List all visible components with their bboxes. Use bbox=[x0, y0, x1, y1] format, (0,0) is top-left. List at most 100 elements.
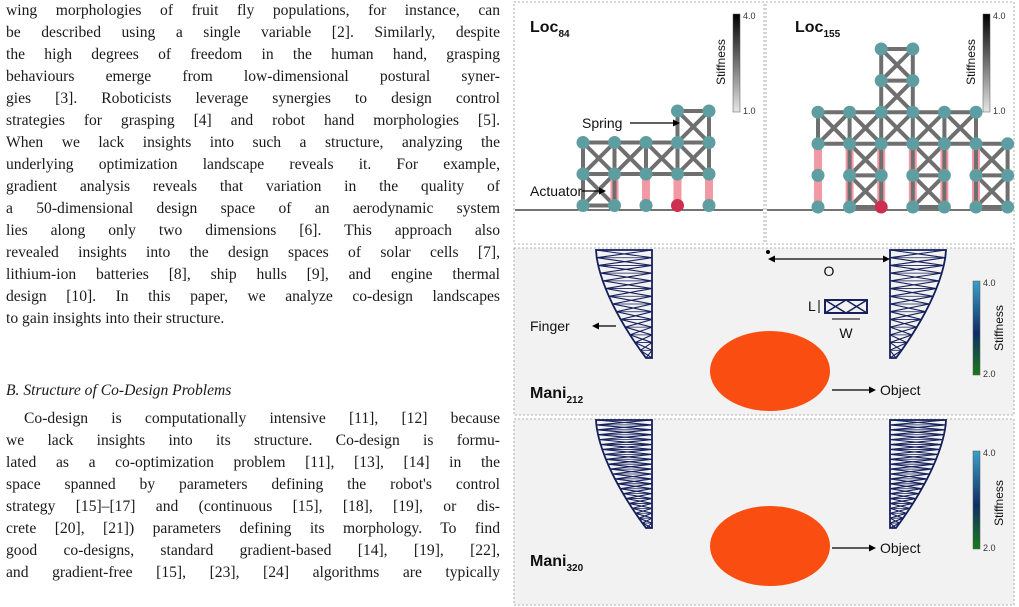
paragraph-line: crete [20], [21]) parameters defining it… bbox=[6, 520, 500, 537]
finger-truss bbox=[889, 326, 917, 336]
finger-truss bbox=[635, 512, 653, 519]
lattice-node bbox=[969, 168, 983, 182]
lattice-node bbox=[937, 200, 951, 214]
lattice-node bbox=[639, 136, 653, 149]
lattice-node bbox=[937, 168, 951, 182]
active-node bbox=[874, 200, 888, 214]
finger-truss bbox=[889, 483, 925, 490]
spring-arrowhead bbox=[673, 119, 680, 127]
lattice-beam bbox=[879, 110, 915, 146]
finger-truss bbox=[889, 488, 922, 495]
finger-truss bbox=[603, 448, 653, 455]
finger-truss bbox=[628, 498, 653, 504]
finger-left bbox=[595, 419, 653, 529]
paragraph-line: and gradient-free [15], [23], [24] algor… bbox=[6, 564, 500, 581]
finger-truss bbox=[638, 512, 653, 519]
paragraph-line: When we lack insights into such a struct… bbox=[6, 134, 500, 151]
finger-truss bbox=[889, 448, 940, 455]
lattice-node bbox=[1001, 168, 1015, 182]
paragraph-line: underlying optimization landscape reveal… bbox=[6, 156, 500, 173]
panel-title-mani320: Mani320 bbox=[530, 553, 584, 574]
panel-loc84: Loc84 4.0 1.0 Stiffness Spring Actuator bbox=[515, 11, 763, 212]
finger-right bbox=[889, 249, 947, 359]
finger-truss bbox=[889, 342, 902, 351]
finger-arrowhead bbox=[592, 322, 599, 330]
lattice-node bbox=[811, 200, 825, 214]
object-label: Object bbox=[880, 382, 921, 398]
finger-truss bbox=[597, 424, 653, 431]
finger-truss bbox=[889, 522, 900, 529]
finger-truss bbox=[612, 468, 653, 475]
finger-truss bbox=[889, 507, 910, 514]
paragraph-line: design [10]. In this paper, we analyze c… bbox=[6, 288, 500, 305]
paragraph-line: a 50-dimensional design space of an aero… bbox=[6, 200, 500, 217]
finger-truss bbox=[617, 478, 653, 485]
lattice-node bbox=[1001, 137, 1015, 151]
colorbar-max-label: 4.0 bbox=[983, 278, 996, 288]
lattice-node bbox=[906, 74, 920, 88]
finger-truss bbox=[889, 326, 913, 336]
lattice-node bbox=[639, 199, 653, 212]
finger-truss bbox=[620, 318, 653, 328]
object-label: Object bbox=[880, 540, 921, 556]
colorbar-min-label: 1.0 bbox=[993, 106, 1006, 116]
lattice-node bbox=[671, 136, 684, 149]
colorbar-max-label: 4.0 bbox=[743, 11, 756, 21]
lattice-node bbox=[874, 105, 888, 119]
finger-truss bbox=[635, 507, 653, 514]
finger-truss bbox=[642, 522, 653, 529]
object-arrowhead bbox=[869, 544, 876, 552]
lattice-node bbox=[811, 168, 825, 182]
finger-truss bbox=[607, 458, 653, 465]
lattice-beam bbox=[879, 79, 915, 114]
width-label: W bbox=[839, 325, 853, 341]
panel-title-loc155: Loc155 bbox=[795, 19, 841, 40]
lattice-beam bbox=[816, 110, 852, 146]
lattice-node bbox=[576, 199, 590, 212]
finger-truss bbox=[889, 295, 934, 305]
lattice-node bbox=[906, 200, 920, 214]
length-label: L bbox=[808, 298, 816, 314]
panel-loc155: Loc155 4.0 1.0 Stiffness bbox=[767, 11, 1015, 214]
finger-truss bbox=[632, 502, 653, 509]
lattice-node bbox=[906, 168, 920, 182]
finger-truss bbox=[889, 434, 944, 441]
figure: Loc84 4.0 1.0 Stiffness Spring Actuator … bbox=[513, 1, 1015, 606]
finger-truss bbox=[889, 502, 914, 509]
actuator-label: Actuator bbox=[530, 183, 582, 199]
finger-right bbox=[889, 419, 947, 529]
lattice-node bbox=[608, 199, 621, 212]
lattice-beam bbox=[581, 172, 616, 207]
finger-truss bbox=[612, 295, 653, 305]
finger-truss bbox=[605, 453, 653, 460]
finger-truss bbox=[889, 349, 897, 359]
finger-truss bbox=[889, 342, 908, 351]
finger-truss bbox=[889, 303, 930, 313]
finger-truss bbox=[640, 349, 653, 359]
object-ellipse bbox=[710, 506, 830, 586]
lattice-beam bbox=[942, 110, 978, 146]
finger-truss bbox=[889, 453, 939, 460]
finger-truss bbox=[634, 334, 653, 344]
finger-truss bbox=[889, 280, 940, 290]
origin-dot bbox=[766, 250, 770, 254]
finger-truss bbox=[889, 439, 943, 446]
finger-truss bbox=[605, 280, 653, 290]
finger-truss bbox=[598, 257, 653, 266]
finger-truss bbox=[610, 463, 653, 470]
lattice-beam bbox=[613, 141, 648, 176]
finger-truss bbox=[596, 249, 653, 259]
finger-truss bbox=[608, 288, 653, 297]
finger-truss bbox=[889, 349, 902, 359]
paragraph-line: behaviours emerge from low-dimensional p… bbox=[6, 68, 500, 85]
finger-truss bbox=[602, 443, 653, 451]
lattice-node bbox=[969, 200, 983, 214]
lattice-node bbox=[906, 137, 920, 151]
object-ellipse bbox=[710, 331, 830, 411]
finger-truss bbox=[625, 318, 653, 328]
lattice-beam bbox=[676, 141, 711, 176]
finger-truss bbox=[889, 522, 897, 529]
colorbar-label: Stiffness bbox=[964, 39, 978, 85]
panel-frame-loc84 bbox=[513, 1, 765, 245]
panel-mani320: Mani320 Object 4.0 2.0 Stiffness bbox=[530, 419, 1006, 586]
